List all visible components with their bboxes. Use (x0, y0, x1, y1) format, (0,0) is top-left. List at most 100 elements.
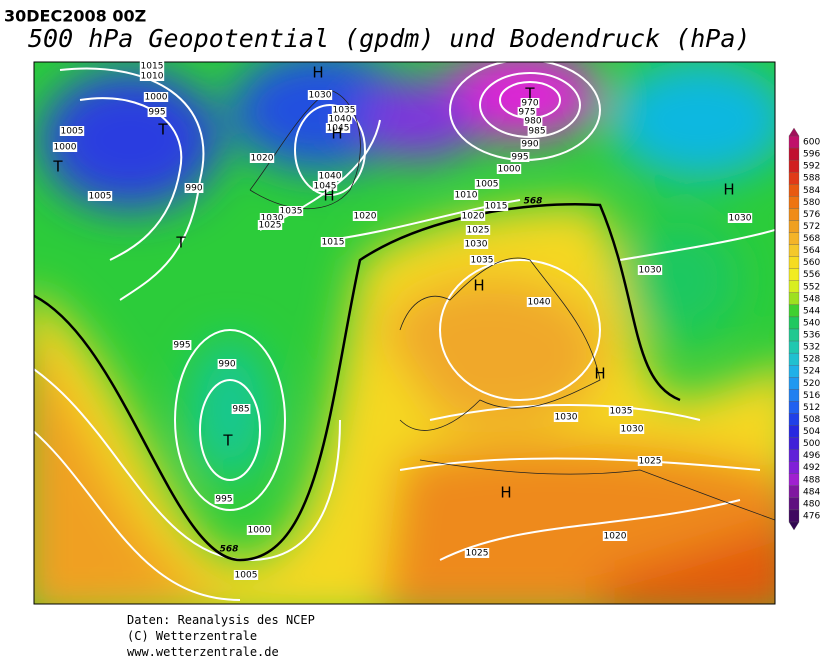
isobars (34, 62, 775, 601)
isobar-label-bg (526, 297, 552, 307)
colorbar-label: 572 (803, 222, 820, 232)
colorbar-cell (788, 135, 800, 149)
isobar-label-bg (469, 255, 495, 265)
colorbar-label: 564 (803, 246, 820, 256)
colorbar-cell (788, 208, 800, 221)
colorbar-cell (788, 437, 800, 450)
isobar-label-bg (637, 456, 663, 466)
isobar-label: 1030 (309, 91, 332, 101)
isobar-label: 1005 (89, 192, 112, 202)
isobar-label-bg (527, 126, 547, 136)
colorbar-label: 600 (803, 138, 820, 148)
pressure-center: H (500, 484, 511, 502)
contour-label: 568 (524, 197, 543, 207)
pressure-center: T (524, 85, 535, 103)
colorbar-label: 580 (803, 198, 820, 208)
colorbar-cell (788, 377, 800, 390)
pressure-center: T (52, 158, 63, 176)
colorbar-label: 588 (803, 174, 820, 184)
colorbar-arrow-bottom (788, 521, 800, 531)
colorbar-cell (788, 316, 800, 330)
colorbar-cell (788, 449, 800, 462)
isobar-label: 1020 (462, 212, 485, 222)
isobar-label: 985 (528, 127, 545, 137)
colorbar-label: 520 (803, 379, 820, 389)
isobar-label: 1030 (261, 214, 284, 224)
colorbar-label: 532 (803, 343, 820, 353)
isobar-label: 1015 (485, 202, 508, 212)
isobar-label-bg (259, 213, 285, 223)
isobar-label-bg (139, 61, 165, 71)
footer-line: Daten: Reanalysis des NCEP (127, 613, 315, 627)
colorbar-label: 568 (803, 234, 820, 244)
isobar-label-bg (460, 211, 486, 221)
isobar-label-bg (496, 164, 522, 174)
isobar-label-bg (510, 152, 530, 162)
isobar-label-bg (246, 525, 272, 535)
colorbar-cell (788, 172, 800, 185)
isobar-label-bg (602, 531, 628, 541)
isobar-label-bg (453, 190, 479, 200)
isobar-label-bg (172, 340, 192, 350)
isobar-label-bg (249, 153, 275, 163)
colorbar-cell (788, 425, 800, 438)
isobar-label: 1020 (604, 532, 627, 542)
isobar-label: 1030 (729, 214, 752, 224)
pressure-center: H (331, 125, 342, 143)
isobar-label: 1035 (280, 207, 303, 217)
colorbar-cell (788, 401, 800, 414)
footer-line: (C) Wetterzentrale (127, 629, 257, 643)
isobar-label: 980 (524, 117, 541, 127)
colorbar-label: 492 (803, 463, 820, 473)
isobar-label-bg (147, 107, 167, 117)
isobar-label-bg (317, 171, 343, 181)
isobar-label-bg (520, 98, 540, 108)
isobar-label-bg (233, 570, 259, 580)
isobar-label: 970 (521, 99, 538, 109)
colorbar-label: 552 (803, 282, 820, 292)
colorbar-cell (788, 184, 800, 197)
isobar-label: 995 (173, 341, 190, 351)
isobar-label-bg (523, 116, 543, 126)
isobar-label: 1010 (141, 72, 164, 82)
colorbar-label: 560 (803, 258, 820, 268)
isobar-label: 990 (521, 140, 538, 150)
isobar-label: 990 (218, 360, 235, 370)
isobar-label-bg (87, 191, 113, 201)
isobar-label: 1035 (610, 407, 633, 417)
isobar-label: 1000 (145, 93, 168, 103)
isobar-label: 1030 (639, 266, 662, 276)
isobar-label-bg (619, 424, 645, 434)
title: 500 hPa Geopotential (gpdm) und Bodendru… (28, 24, 750, 53)
colorbar-cell (788, 473, 800, 486)
isobar-label: 1025 (466, 549, 489, 559)
isobar-label-bg (307, 90, 333, 100)
isobar-label: 1015 (141, 62, 164, 72)
colorbar-cell (788, 497, 800, 511)
isobar-label-bg (320, 237, 346, 247)
colorbar-cell (788, 352, 800, 366)
isobar-label-bg (517, 107, 537, 117)
isobar-label: 1000 (54, 143, 77, 153)
colorbar-label: 556 (803, 270, 820, 280)
colorbar-cell (788, 268, 800, 281)
colorbar-cell (788, 413, 800, 426)
pressure-center: H (473, 277, 484, 295)
colorbar-label: 476 (803, 512, 820, 522)
colorbar-cell (788, 292, 800, 306)
colorbar-label: 524 (803, 367, 820, 377)
colorbar-label: 596 (803, 150, 820, 160)
isobar-label: 1020 (354, 212, 377, 222)
colorbar-label: 544 (803, 306, 820, 316)
pressure-center: T (157, 121, 168, 139)
isobar-label: 995 (511, 153, 528, 163)
pressure-center: T (222, 432, 233, 450)
pressure-center: H (312, 64, 323, 82)
isobar-label-bg (464, 548, 490, 558)
colorbar-cell (788, 244, 800, 257)
isobar-label-bg (483, 201, 509, 211)
coastlines (249, 89, 775, 521)
colorbar-arrow-top (788, 127, 800, 137)
colorbar-cell (788, 196, 800, 209)
